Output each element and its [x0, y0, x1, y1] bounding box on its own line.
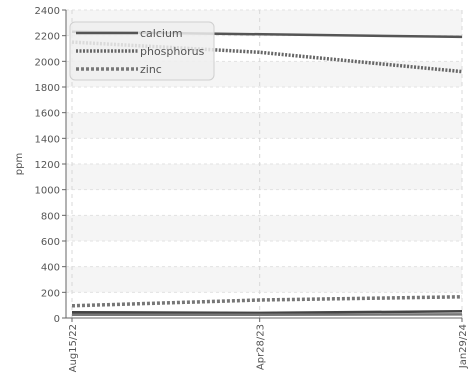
plot-background-bands [66, 10, 462, 318]
y-tick-label: 1000 [35, 186, 60, 197]
y-tick-label: 1800 [35, 83, 60, 94]
y-tick-label: 200 [41, 288, 60, 299]
plot-band [66, 241, 462, 267]
plot-band [66, 266, 462, 293]
legend: calcium phosphorus zinc [69, 21, 215, 81]
legend-label-phosphorus: phosphorus [140, 45, 205, 58]
plot-band [66, 164, 462, 190]
plot-band [66, 112, 462, 139]
legend-label-zinc: zinc [140, 63, 162, 76]
series-line-zinc [71, 295, 463, 308]
plot-band [66, 215, 462, 241]
y-tick-label: 2200 [35, 32, 60, 43]
y-tick-label: 0 [54, 314, 60, 325]
plot-band [66, 138, 462, 164]
x-tick-labels: Aug15/22 Apr28/23 Jan29/24 [68, 318, 469, 372]
plot-band [66, 189, 462, 216]
series-line-unlabeled-3 [71, 310, 463, 315]
x-tick-label: Apr28/23 [256, 324, 267, 370]
y-tick-label: 800 [41, 211, 60, 222]
x-tick-label: Jan29/24 [458, 324, 469, 369]
y-tick-label: 2400 [35, 6, 60, 17]
y-tick-label: 2000 [35, 57, 60, 68]
y-axis-label: ppm [14, 153, 25, 175]
y-tick-label: 1200 [35, 160, 60, 171]
legend-label-calcium: calcium [140, 27, 183, 40]
y-tick-label: 1600 [35, 109, 60, 120]
grid-lines [66, 9, 463, 319]
legend-box [69, 21, 215, 81]
y-tick-labels: 0 200 400 600 800 1000 1200 1400 1600 1800 2000 220… [35, 6, 66, 325]
plot-band [66, 87, 462, 113]
y-tick-label: 600 [41, 237, 60, 248]
y-tick-label: 1400 [35, 134, 60, 145]
series-line-phosphorus [71, 40, 463, 74]
x-tick-label: Aug15/22 [68, 324, 79, 372]
y-tick-label: 400 [41, 263, 60, 274]
